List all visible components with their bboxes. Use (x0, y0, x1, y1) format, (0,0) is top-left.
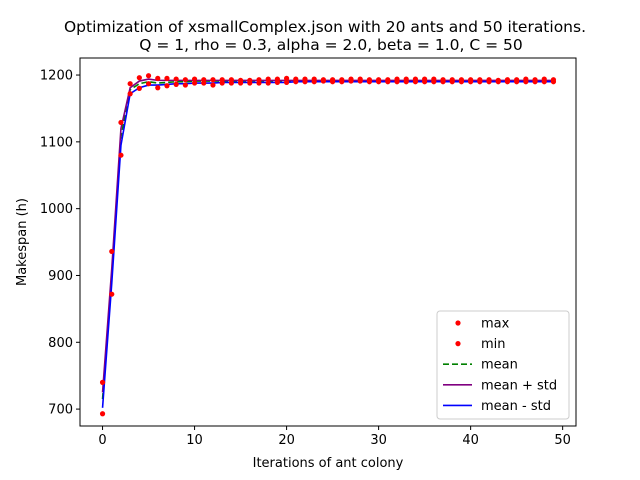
y-tick-label: 1000 (40, 202, 73, 217)
data-point-min (155, 85, 161, 91)
data-point-min (127, 91, 133, 97)
data-point-min (302, 79, 308, 85)
data-point-min (99, 411, 106, 417)
data-point-min (376, 79, 382, 85)
data-point-min (541, 79, 547, 85)
y-tick-label: 1100 (40, 135, 73, 150)
x-axis-label: Iterations of ant colony (253, 456, 404, 471)
data-point-max (210, 77, 216, 83)
data-point-min (109, 291, 115, 297)
data-point-min (182, 82, 188, 88)
plot-frame (79, 57, 577, 427)
data-point-max (173, 76, 179, 82)
data-point-min (495, 79, 501, 85)
data-point-max (127, 81, 133, 87)
legend-entry-max-marker (455, 320, 461, 326)
data-point-min (532, 79, 538, 85)
data-point-min (550, 79, 557, 85)
data-point-min (311, 79, 317, 85)
y-axis: 700 800 900 1000 1100 1200 (40, 69, 80, 418)
data-point-min (348, 78, 354, 84)
data-point-min (265, 80, 271, 86)
data-point-min (173, 81, 179, 87)
data-point-min (431, 79, 437, 85)
legend-entry-mean-std-label: mean + std (481, 378, 557, 393)
legend: max min mean mean + std mean - std (436, 310, 570, 420)
data-point-min (366, 79, 373, 85)
data-point-min (385, 79, 391, 85)
data-point-min (274, 79, 280, 85)
data-point-min (320, 78, 326, 84)
data-point-min (468, 79, 474, 85)
data-point-max (136, 75, 142, 81)
x-tick-label: 40 (462, 433, 479, 448)
data-point-min (237, 80, 244, 86)
legend-entry-min-marker (455, 341, 461, 347)
data-point-min (403, 79, 409, 85)
data-point-min (357, 78, 363, 84)
chart-subtitle: Q = 1, rho = 0.3, alpha = 2.0, beta = 1.… (139, 36, 523, 54)
data-point-min (293, 79, 299, 85)
data-point-min (458, 79, 465, 85)
data-point-min (440, 79, 446, 85)
data-point-min (486, 79, 492, 85)
chart-title: Optimization of xsmallComplex.json with … (64, 18, 586, 36)
data-point-max (99, 379, 106, 385)
y-tick-label: 1200 (40, 69, 73, 84)
data-point-min (412, 79, 419, 85)
data-point-max (155, 75, 161, 81)
data-point-min (523, 79, 529, 85)
data-point-max (164, 75, 170, 81)
data-point-min (477, 79, 483, 85)
y-tick-label: 800 (48, 336, 73, 351)
data-point-min (394, 79, 400, 85)
legend-box (436, 310, 570, 420)
data-point-max (283, 75, 290, 81)
x-tick-label: 0 (98, 433, 106, 448)
data-point-min (228, 80, 234, 86)
data-point-min (247, 80, 253, 86)
data-point-min (256, 80, 262, 86)
x-tick-label: 20 (278, 433, 295, 448)
x-tick-label: 10 (186, 433, 203, 448)
x-tick-label: 50 (554, 433, 571, 448)
plot-area (99, 73, 557, 417)
x-axis: 0 10 20 30 40 50 (98, 426, 571, 448)
data-point-min (504, 79, 511, 85)
legend-entry-mean-label: mean (481, 358, 518, 373)
data-point-max (145, 73, 152, 79)
data-point-min (118, 152, 124, 158)
data-point-max (118, 119, 124, 126)
legend-entry-max-label: max (481, 317, 510, 332)
data-point-max (265, 76, 271, 82)
data-point-min (136, 85, 142, 91)
data-point-max (182, 77, 188, 83)
legend-entry-mean-std-label: mean - std (481, 399, 551, 414)
data-point-min (422, 79, 428, 85)
data-point-min (210, 82, 216, 88)
y-tick-label: 900 (48, 269, 73, 284)
data-point-max (191, 76, 198, 82)
data-point-min (201, 80, 207, 86)
y-tick-label: 700 (48, 403, 73, 418)
x-tick-label: 30 (370, 433, 387, 448)
y-axis-label: Makespan (h) (15, 198, 30, 286)
data-point-max (109, 248, 115, 255)
data-point-min (283, 79, 290, 85)
data-point-min (164, 83, 170, 89)
data-point-min (191, 80, 198, 86)
data-point-min (514, 79, 520, 85)
data-point-min (330, 79, 336, 85)
data-point-min (145, 81, 152, 87)
legend-entry-min-label: min (481, 337, 506, 352)
data-point-min (339, 79, 345, 85)
data-point-min (219, 80, 225, 86)
data-point-min (449, 79, 455, 85)
